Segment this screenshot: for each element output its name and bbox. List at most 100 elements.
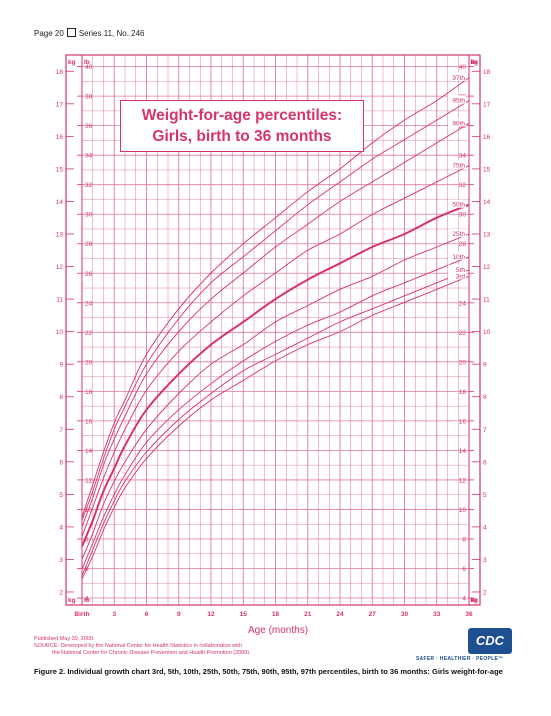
lb-tick-label-right: 18: [459, 389, 467, 396]
curve-3rd: [81, 275, 470, 580]
unit-kg-right-top: kg: [470, 59, 478, 66]
lb-tick-label-left: 36: [85, 123, 93, 130]
curve-label-5th: 5th: [456, 267, 465, 274]
source-line-2: the National Center for Chronic Disease …: [52, 650, 251, 656]
curve-label-bg-50th: [448, 199, 466, 208]
x-tick-label: 18: [272, 611, 280, 618]
series-label: Series 11, No. 246: [78, 29, 145, 38]
unit-lb-left-bottom: lb: [84, 597, 90, 604]
x-tick-label: 9: [177, 611, 181, 618]
curve-label-3rd: 3rd: [456, 273, 466, 280]
curve-97th: [81, 77, 470, 518]
x-tick-label: 15: [240, 611, 248, 618]
kg-tick-label-right: 16: [483, 134, 491, 141]
x-tick-label: 30: [401, 611, 409, 618]
lb-tick-label-left: 22: [85, 330, 93, 337]
curve-label-10th: 10th: [452, 254, 465, 261]
kg-tick-label-left: 13: [56, 231, 64, 238]
lb-tick-label-right: 8: [462, 536, 466, 543]
lb-tick-label-left: 18: [85, 389, 93, 396]
publication-notes: Published May 30, 2000. SOURCE: Develope…: [34, 636, 251, 657]
lb-tick-label-right: 20: [459, 359, 467, 366]
lb-tick-label-right: 32: [459, 182, 467, 189]
lb-tick-label-left: 14: [85, 448, 93, 455]
curve-75th: [81, 165, 470, 537]
kg-tick-label-right: 11: [483, 297, 490, 304]
chart-title-line2: Girls, birth to 36 months: [152, 128, 332, 145]
lb-tick-label-right: 34: [459, 153, 467, 160]
kg-tick-label-right: 14: [483, 199, 491, 206]
kg-tick-label-left: 11: [56, 297, 63, 304]
curve-5th: [81, 269, 470, 576]
chart-axes: [65, 54, 481, 606]
kg-tick-label-right: 18: [483, 69, 491, 76]
curve-label-25th: 25th: [452, 231, 465, 238]
kg-tick-label-left: 18: [56, 69, 64, 76]
figure-caption: Figure 2. Individual growth chart 3rd, 5…: [34, 667, 503, 676]
unit-kg-bottom: kg: [68, 597, 76, 604]
kg-tick-label-right: 4: [483, 524, 487, 531]
kg-tick-label-right: 12: [483, 264, 491, 271]
lb-tick-label-right: 36: [459, 123, 467, 130]
curve-label-90th: 90th: [452, 120, 465, 127]
lb-tick-label-left: 6: [85, 566, 89, 573]
kg-tick-label-left: 3: [59, 557, 63, 564]
kg-tick-label-right: 3: [483, 557, 487, 564]
curve-label-bg-95th: [448, 95, 466, 104]
curve-label-bg-10th: [448, 251, 466, 260]
kg-tick-label-right: 7: [483, 427, 487, 434]
kg-tick-label-left: 6: [59, 459, 63, 466]
curve-label-bg-5th: [448, 264, 466, 273]
kg-tick-label-right: 2: [483, 589, 487, 596]
x-tick-label: 6: [145, 611, 149, 618]
x-tick-label: Birth: [74, 611, 89, 618]
x-tick-label: 24: [336, 611, 344, 618]
kg-tick-label-left: 8: [59, 394, 63, 401]
lb-tick-label-left: 32: [85, 182, 93, 189]
lb-tick-label-right: 14: [459, 448, 467, 455]
lb-tick-label-left: 30: [85, 212, 93, 219]
unit-lb-right-top: lb: [471, 59, 477, 66]
cdc-logo: CDC: [468, 628, 512, 654]
lb-tick-label-left: 40: [85, 64, 93, 71]
cdc-tagline: SAFER · HEALTHIER · PEOPLE™: [416, 656, 504, 662]
kg-tick-label-left: 7: [59, 427, 63, 434]
kg-tick-label-left: 12: [56, 264, 64, 271]
kg-tick-label-right: 10: [483, 329, 491, 336]
curve-label-bg-90th: [448, 118, 466, 127]
lb-tick-label-left: 24: [85, 300, 93, 307]
lb-tick-label-right: 30: [459, 212, 467, 219]
lb-tick-label-left: 12: [85, 477, 93, 484]
lb-tick-label-left: 8: [85, 536, 89, 543]
lb-tick-label-right: 24: [459, 300, 467, 307]
percentile-curves: [81, 77, 470, 580]
curve-label-bg-75th: [448, 160, 466, 169]
separator-box-icon: [66, 28, 76, 37]
unit-lb-right-bottom: lb: [471, 597, 477, 604]
unit-kg-right-bottom: kg: [470, 597, 478, 604]
unit-kg-top: kg: [68, 59, 76, 66]
lb-tick-label-right: 28: [459, 241, 467, 248]
lb-tick-label-left: 16: [85, 418, 93, 425]
x-tick-label: 33: [433, 611, 441, 618]
lb-tick-label-left: 20: [85, 359, 93, 366]
kg-tick-label-left: 5: [59, 492, 63, 499]
lb-tick-label-right: 4: [462, 596, 466, 603]
kg-tick-label-left: 2: [59, 589, 63, 596]
curve-label-bg-3rd: [448, 271, 466, 280]
page-number: Page 20: [34, 29, 64, 38]
lb-tick-label-left: 4: [85, 596, 89, 603]
curve-10th: [81, 256, 470, 570]
kg-tick-label-right: 13: [483, 231, 491, 238]
lb-tick-label-right: 22: [459, 330, 467, 337]
curve-95th: [81, 100, 470, 521]
lb-tick-label-right: 16: [459, 418, 467, 425]
unit-lb-left-top: lb: [84, 59, 90, 66]
lb-tick-label-left: 26: [85, 271, 93, 278]
lb-tick-label-right: 40: [459, 64, 467, 71]
chart-title-box: Weight-for-age percentiles: Girls, birth…: [120, 100, 364, 152]
curve-label-bg-25th: [448, 228, 466, 237]
kg-tick-label-right: 15: [483, 166, 491, 173]
lb-tick-label-left: 10: [85, 507, 93, 514]
